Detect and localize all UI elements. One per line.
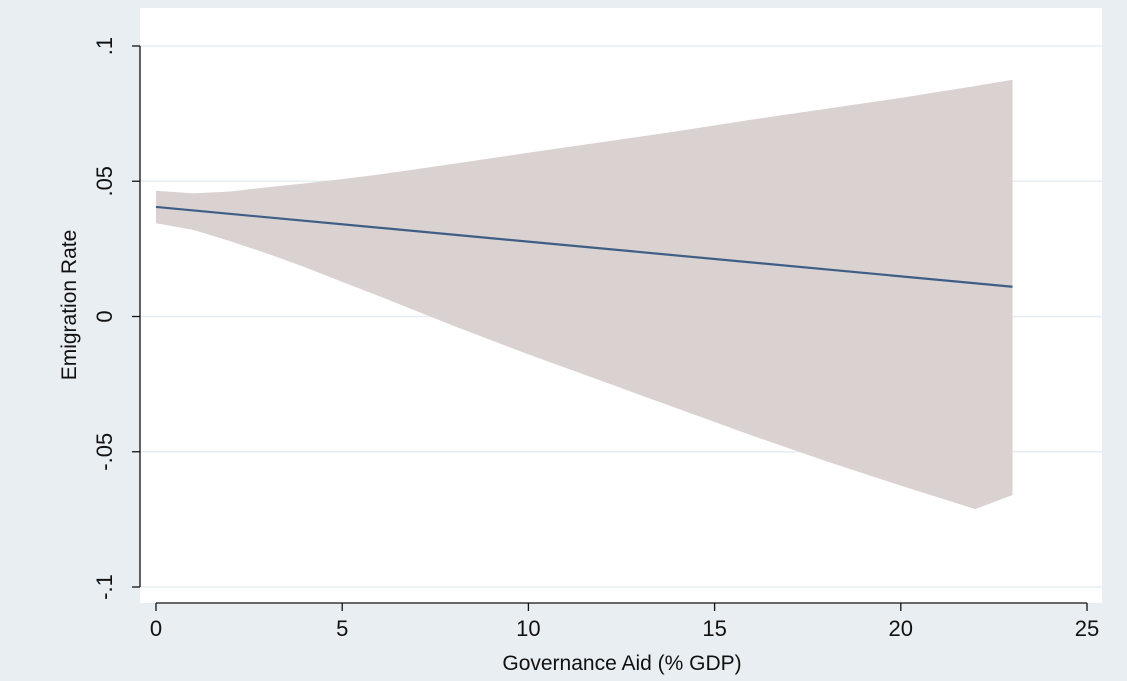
x-tick-label: 25 (1075, 616, 1099, 641)
x-axis-ticks: 0 5 10 15 20 25 (150, 603, 1099, 641)
y-axis-ticks: -.1 -.05 0 .05 .1 (92, 37, 140, 600)
confidence-band (156, 79, 1013, 510)
x-tick-label: 15 (702, 616, 726, 641)
x-axis-title: Governance Aid (% GDP) (502, 652, 741, 675)
y-tick-label: 0 (92, 310, 117, 322)
x-tick-label: 20 (889, 616, 913, 641)
y-tick-label: .1 (92, 37, 117, 55)
x-tick-label: 0 (150, 616, 162, 641)
y-tick-label: -.1 (92, 574, 117, 600)
y-axis-title: Emigration Rate (58, 230, 81, 381)
y-tick-label: .05 (92, 166, 117, 197)
fitted-line (155, 205, 1013, 288)
x-tick-label: 10 (516, 616, 540, 641)
x-tick-label: 5 (336, 616, 348, 641)
y-tick-label: -.05 (92, 433, 117, 471)
